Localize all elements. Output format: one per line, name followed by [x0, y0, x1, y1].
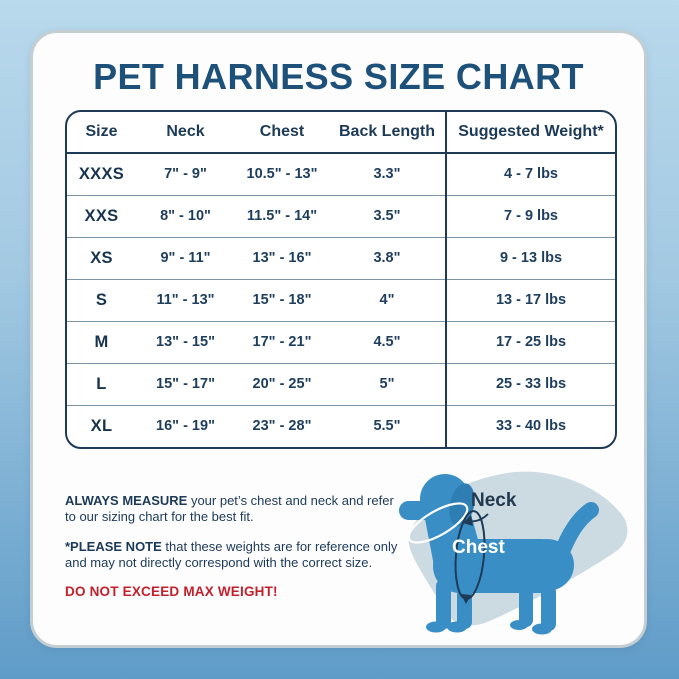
max-weight-warning: DO NOT EXCEED MAX WEIGHT!: [65, 584, 278, 599]
table-row: XXXS 7" - 9" 10.5" - 13" 3.3" 4 - 7 lbs: [67, 153, 615, 195]
header-cell-back-length: Back Length: [329, 112, 446, 154]
chest-cell: 20" - 25": [235, 362, 329, 405]
back-length-cell: 3.8": [329, 236, 446, 279]
size-cell: L: [67, 362, 136, 405]
chest-cell: 23" - 28": [235, 404, 329, 447]
back-length-cell: 4": [329, 278, 446, 321]
table-row: XS 9" - 11" 13" - 16" 3.8" 9 - 13 lbs: [67, 236, 615, 279]
dog-ear: [449, 483, 475, 527]
neck-pointer-arrow: [463, 515, 473, 526]
neck-cell: 11" - 13": [136, 278, 235, 321]
table-header-row: Size Neck Chest Back Length Suggested We…: [67, 112, 615, 154]
neck-cell: 9" - 11": [136, 236, 235, 279]
back-length-cell: 4.5": [329, 320, 446, 363]
measure-note-lead: ALWAYS MEASURE: [65, 493, 188, 508]
chest-label: Chest: [452, 537, 505, 558]
measure-note-text: your pet’s chest and neck and refer to o…: [65, 493, 394, 525]
neck-cell: 8" - 10": [136, 194, 235, 237]
header-cell-neck: Neck: [136, 112, 235, 154]
measure-note: ALWAYS MEASURE your pet’s chest and neck…: [65, 493, 407, 526]
weight-cell: 13 - 17 lbs: [445, 278, 615, 321]
back-length-cell: 5": [329, 362, 446, 405]
weight-cell: 9 - 13 lbs: [445, 236, 615, 279]
table-row: M 13" - 15" 17" - 21" 4.5" 17 - 25 lbs: [67, 320, 615, 363]
size-cell: XXXS: [78, 164, 125, 183]
table-row: XXS 8" - 10" 11.5" - 14" 3.5" 7 - 9 lbs: [67, 194, 615, 237]
weight-cell: 17 - 25 lbs: [445, 320, 615, 363]
back-length-cell: 3.5": [329, 194, 446, 237]
chest-loop-arrow: [461, 594, 471, 604]
chest-cell: 11.5" - 14": [235, 194, 329, 237]
dog-illustration: [399, 471, 628, 635]
back-length-cell: 5.5": [329, 404, 446, 447]
size-chart-card: PET HARNESS SIZE CHART Size Neck Chest B…: [30, 30, 647, 648]
dog-diagram: Neck Chest: [391, 457, 643, 663]
table-row: L 15" - 17" 20" - 25" 5" 25 - 33 lbs: [67, 362, 615, 405]
notes-section: ALWAYS MEASURE your pet’s chest and neck…: [65, 493, 407, 614]
header-cell-size: Size: [67, 112, 136, 154]
weight-cell: 4 - 7 lbs: [445, 153, 615, 195]
header-cell-suggested-weight: Suggested Weight*: [445, 112, 615, 154]
page-title: PET HARNESS SIZE CHART: [93, 56, 584, 97]
weight-cell: 25 - 33 lbs: [445, 362, 615, 405]
chest-cell: 15" - 18": [235, 278, 329, 321]
neck-cell: 15" - 17": [136, 362, 235, 405]
please-note: *PLEASE NOTE that these weights are for …: [65, 539, 407, 572]
neck-cell: 16" - 19": [136, 404, 235, 447]
please-note-lead: *PLEASE NOTE: [65, 538, 162, 554]
chest-cell: 13" - 16": [235, 236, 329, 279]
chest-cell: 17" - 21": [235, 320, 329, 363]
weight-cell: 7 - 9 lbs: [445, 194, 615, 237]
header-cell-chest: Chest: [235, 112, 329, 154]
neck-label: Neck: [471, 490, 517, 511]
size-cell: XXS: [67, 194, 136, 237]
size-cell: XL: [67, 404, 136, 447]
size-table-grid: Size Neck Chest Back Length Suggested We…: [67, 112, 615, 447]
table-row: XL 16" - 19" 23" - 28" 5.5" 33 - 40 lbs: [67, 404, 615, 447]
neck-measure-loop: [407, 502, 469, 544]
size-cell: XS: [67, 236, 136, 279]
size-cell: M: [67, 320, 136, 363]
weight-cell: 33 - 40 lbs: [445, 404, 615, 447]
chest-cell: 10.5" - 13": [246, 166, 318, 183]
neck-cell: 13" - 15": [136, 320, 235, 363]
table-row: S 11" - 13" 15" - 18" 4" 13 - 17 lbs: [67, 278, 615, 321]
back-length-cell: 3.3": [373, 166, 401, 183]
neck-cell: 7" - 9": [164, 166, 207, 183]
please-note-text: that these weights are for reference onl…: [65, 538, 398, 570]
size-table: Size Neck Chest Back Length Suggested We…: [65, 110, 617, 449]
size-cell: S: [67, 278, 136, 321]
